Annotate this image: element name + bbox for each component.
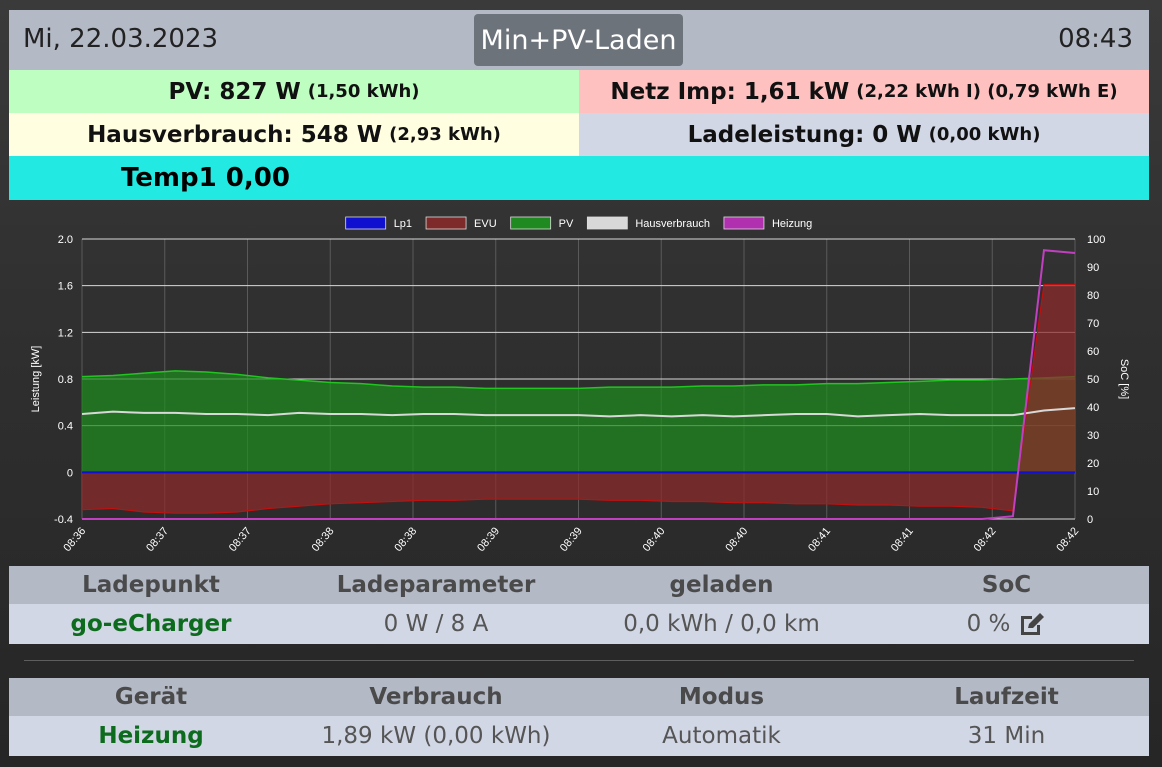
device-name[interactable]: Heizung	[98, 723, 204, 749]
legend-label: Hausverbrauch	[635, 218, 710, 230]
legend-swatch	[586, 216, 628, 230]
y2-tick-label: 80	[1087, 290, 1099, 302]
power-chart: 2.0 1.6 1.2 0.8 0.4 0 -0.4 100 90 80 70 60 50 40 30 20 1…	[9, 206, 1149, 562]
header-laufzeit: Laufzeit	[954, 684, 1059, 710]
device-mode: Automatik	[662, 723, 781, 749]
y2-tick-label: 40	[1087, 402, 1099, 414]
x-tick-label: 08:42	[1054, 525, 1081, 554]
x-tick-label: 08:40	[723, 525, 750, 554]
header-date: Mi, 22.03.2023	[23, 24, 219, 54]
device-consumption: 1,89 kW (0,00 kWh)	[321, 723, 551, 749]
power-chart-svg: 2.01.61.20.80.40-0.410090807060504030201…	[30, 216, 1130, 554]
header-geraet: Gerät	[114, 684, 188, 710]
x-tick-label: 08:40	[641, 525, 668, 554]
device-table-header: Gerät Verbrauch Modus Laufzeit	[9, 678, 1149, 716]
y-tick-label: 1.2	[58, 327, 73, 339]
y-tick-label: 0.8	[58, 374, 73, 386]
header-time: 08:43	[1058, 24, 1133, 54]
house-consumption-value: Hausverbrauch: 548 W	[87, 121, 383, 148]
legend-label: EVU	[474, 218, 497, 230]
grid-stat: Netz Imp: 1,61 kW (2,22 kWh I) (0,79 kWh…	[579, 70, 1149, 113]
legend-swatch	[723, 216, 765, 230]
charge-mode-button[interactable]: Min+PV-Laden	[474, 14, 683, 66]
soc-value: 0 %	[966, 611, 1011, 637]
x-tick-label: 08:38	[310, 525, 337, 554]
legend-label: Lp1	[394, 218, 412, 230]
y-tick-label: 2.0	[58, 234, 73, 246]
legend-label: PV	[559, 218, 574, 230]
table-row: go-eCharger 0 W / 8 A 0,0 kWh / 0,0 km 0…	[9, 604, 1149, 644]
pv-line	[81, 370, 1076, 390]
legend-swatch	[345, 216, 387, 230]
header-ladeparameter: Ladeparameter	[336, 572, 536, 598]
y2-tick-label: 10	[1087, 486, 1099, 498]
device-runtime: 31 Min	[967, 723, 1046, 749]
y2-tick-label: 90	[1087, 262, 1099, 274]
charge-point-name[interactable]: go-eCharger	[70, 611, 232, 637]
header-bar: Mi, 22.03.2023 Min+PV-Laden 08:43	[9, 10, 1149, 70]
y-axis-label: Leistung [kW]	[30, 346, 42, 413]
x-tick-label: 08:41	[889, 525, 916, 554]
y2-tick-label: 70	[1087, 318, 1099, 330]
heizung-line	[82, 249, 1076, 520]
charge-point-table: Ladepunkt Ladeparameter geladen SoC go-e…	[9, 566, 1149, 644]
charge-parameter: 0 W / 8 A	[383, 611, 489, 637]
temperature-value: Temp1 0,00	[121, 163, 290, 193]
soc-cell: 0 %	[864, 604, 1149, 644]
x-tick-label: 08:36	[61, 525, 88, 554]
header-verbrauch: Verbrauch	[369, 684, 503, 710]
pv-value: PV: 827 W	[168, 78, 301, 105]
legend-label: Heizung	[772, 218, 812, 230]
x-tick-label: 08:39	[558, 525, 585, 554]
edit-icon[interactable]	[1018, 611, 1046, 637]
pv-area	[82, 370, 1075, 473]
charging-power-value: Ladeleistung: 0 W	[687, 121, 922, 148]
x-tick-label: 08:41	[806, 525, 833, 554]
charge-point-table-header: Ladepunkt Ladeparameter geladen SoC	[9, 566, 1149, 604]
charging-power-energy: (0,00 kWh)	[928, 124, 1041, 145]
charging-power-stat: Ladeleistung: 0 W (0,00 kWh)	[579, 113, 1149, 156]
y2-tick-label: 50	[1087, 374, 1099, 386]
y-tick-label: 0	[67, 467, 73, 479]
table-row: Heizung 1,89 kW (0,00 kWh) Automatik 31 …	[9, 716, 1149, 756]
evu-line	[81, 283, 1075, 514]
y2-tick-label: 0	[1087, 514, 1093, 526]
house-consumption-line	[81, 407, 1076, 418]
x-tick-label: 08:37	[227, 525, 254, 554]
header-modus: Modus	[678, 684, 765, 710]
y2-tick-label: 100	[1087, 234, 1105, 246]
y2-axis-label: SoC [%]	[1118, 359, 1130, 399]
evu-area	[82, 284, 1075, 514]
header-geladen: geladen	[669, 572, 774, 598]
x-tick-label: 08:42	[972, 525, 999, 554]
y-tick-label: -0.4	[54, 514, 73, 526]
section-divider	[24, 660, 1134, 661]
x-tick-label: 08:38	[392, 525, 419, 554]
pv-stat: PV: 827 W (1,50 kWh)	[9, 70, 579, 113]
y-tick-label: 1.6	[58, 281, 73, 293]
house-consumption-stat: Hausverbrauch: 548 W (2,93 kWh)	[9, 113, 579, 156]
header-ladepunkt: Ladepunkt	[82, 572, 220, 598]
pv-energy: (1,50 kWh)	[307, 81, 420, 102]
legend-swatch	[510, 216, 552, 230]
house-consumption-energy: (2,93 kWh)	[389, 124, 501, 145]
x-tick-label: 08:37	[144, 525, 171, 554]
header-soc: SoC	[981, 572, 1032, 598]
grid-value: Netz Imp: 1,61 kW	[610, 78, 850, 105]
charged-amount: 0,0 kWh / 0,0 km	[623, 611, 820, 637]
grid-energy: (2,22 kWh I) (0,79 kWh E)	[856, 81, 1118, 102]
y-tick-label: 0.4	[58, 421, 73, 433]
legend-swatch	[425, 216, 467, 230]
y2-tick-label: 60	[1087, 346, 1099, 358]
y2-tick-label: 20	[1087, 458, 1099, 470]
y2-tick-label: 30	[1087, 430, 1099, 442]
x-tick-label: 08:39	[475, 525, 502, 554]
temperature-bar: Temp1 0,00	[9, 156, 1149, 200]
device-table: Gerät Verbrauch Modus Laufzeit Heizung 1…	[9, 678, 1149, 756]
